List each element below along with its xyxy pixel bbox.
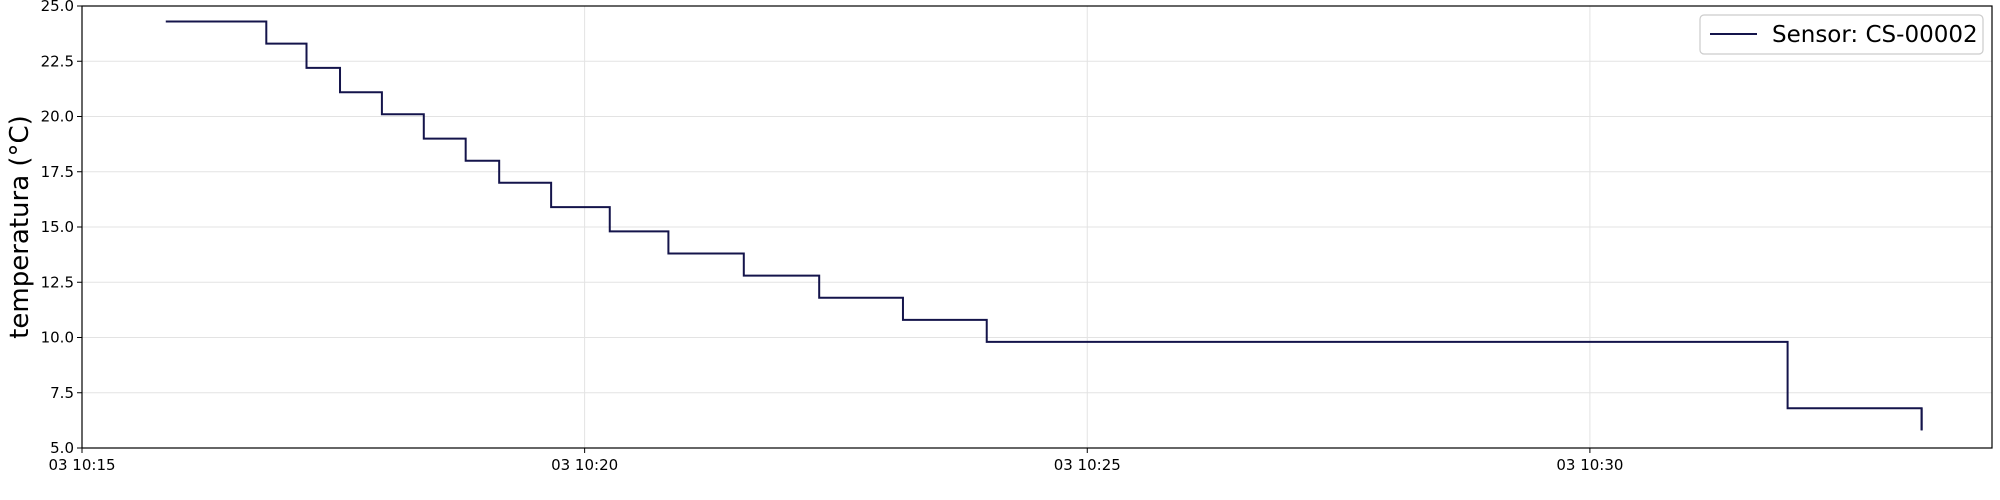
y-tick-label: 15.0 [41, 218, 74, 236]
series-layer [165, 20, 1923, 431]
x-tick-label: 03 10:20 [551, 456, 618, 474]
y-tick-label: 17.5 [41, 163, 74, 181]
x-tick-label: 03 10:25 [1054, 456, 1121, 474]
y-tick-label: 10.0 [41, 329, 74, 347]
series-line [165, 20, 1923, 431]
y-tick-label: 5.0 [50, 439, 74, 457]
y-tick-label: 12.5 [41, 273, 74, 291]
legend-box [1699, 14, 1984, 55]
legend: Sensor: CS-00002 [1699, 14, 1984, 55]
x-tick-label: 03 10:15 [48, 456, 115, 474]
x-tick-label: 03 10:30 [1556, 456, 1623, 474]
legend-label: Sensor: CS-00002 [1772, 22, 1978, 48]
y-tick-label: 20.0 [41, 108, 74, 126]
y-tick-label: 25.0 [41, 0, 74, 15]
grid-lines [81, 5, 1992, 449]
y-tick-label: 7.5 [50, 384, 74, 402]
y-axis-label: temperatura (°C) [5, 115, 35, 339]
axis-ticks: 5.0 7.5 10.0 12.5 15.0 17.5 20.0 22.5 25.0 03 10:… [41, 0, 1624, 474]
y-tick-label: 22.5 [41, 52, 74, 70]
